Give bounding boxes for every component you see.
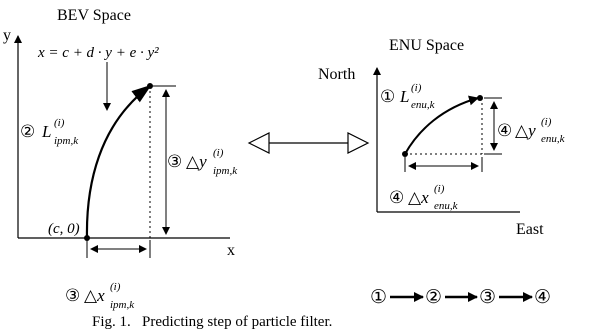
bev-dx-sup: (i) [110,281,121,293]
bev-lane-sub: ipm,k [54,135,79,147]
bev-origin-label: (c, 0) [48,221,80,237]
enu-panel: ENU Space North East ① L (i) enu,k [318,37,566,238]
enu-dx-sym: △x [408,188,429,207]
bev-dy-sub: ipm,k [213,165,238,177]
enu-dx-label: ④ △x (i) enu,k [389,183,459,212]
bev-dx-sub: ipm,k [110,299,135,311]
bev-dx-sym: △x [84,286,105,305]
enu-east-label: East [516,221,544,238]
bev-start-point [84,235,90,241]
step-1: ① [370,287,387,308]
enu-dy-label: ④ △y (i) enu,k [497,116,566,145]
bev-dx-num: ③ [65,286,80,305]
bev-dx-label: ③ △x (i) ipm,k [65,281,135,311]
bev-dy-sym: △y [186,152,207,171]
step-sequence: ① ② ③ ④ [370,287,551,308]
enu-lane-sub: enu,k [411,99,436,111]
bev-dy-sup: (i) [213,147,224,159]
enu-lane-sym: L [399,87,409,106]
step-3: ③ [479,287,496,308]
enu-title: ENU Space [389,37,464,54]
enu-dy-num: ④ [497,121,512,140]
enu-dx-num: ④ [389,188,404,207]
enu-dx-sup: (i) [434,183,445,195]
bev-dy-num: ③ [167,152,182,171]
bev-lane-num: ② [20,122,35,141]
enu-lane-label: ① L (i) enu,k [380,82,436,111]
enu-lane-curve [404,95,479,155]
bev-lane-sup: (i) [54,117,65,129]
enu-dy-sym: △y [515,121,536,140]
enu-lane-sup: (i) [411,82,422,94]
bev-dy-label: ③ △y (i) ipm,k [167,147,238,177]
double-arrow-icon [247,132,370,154]
bev-lane-curve [85,84,152,239]
enu-dx-sub: enu,k [434,200,459,212]
bev-lane-label: ② L (i) ipm,k [20,117,79,147]
bev-title: BEV Space [57,7,131,24]
bev-equation: x = c + d · y + e · y² [37,45,159,61]
step-2: ② [425,287,442,308]
bev-lane-sym: L [41,122,51,141]
bev-x-axis-label: x [227,242,235,259]
enu-north-label: North [318,66,355,83]
enu-lane-num: ① [380,87,395,106]
bev-y-axis-label: y [3,27,11,44]
enu-dy-sub: enu,k [541,133,566,145]
enu-dy-sup: (i) [541,116,552,128]
bev-panel: BEV Space y x x = c + d · y + e · y² (c,… [3,7,238,311]
figure-caption: Fig. 1. Predicting step of particle filt… [92,314,332,330]
step-4: ④ [534,287,551,308]
